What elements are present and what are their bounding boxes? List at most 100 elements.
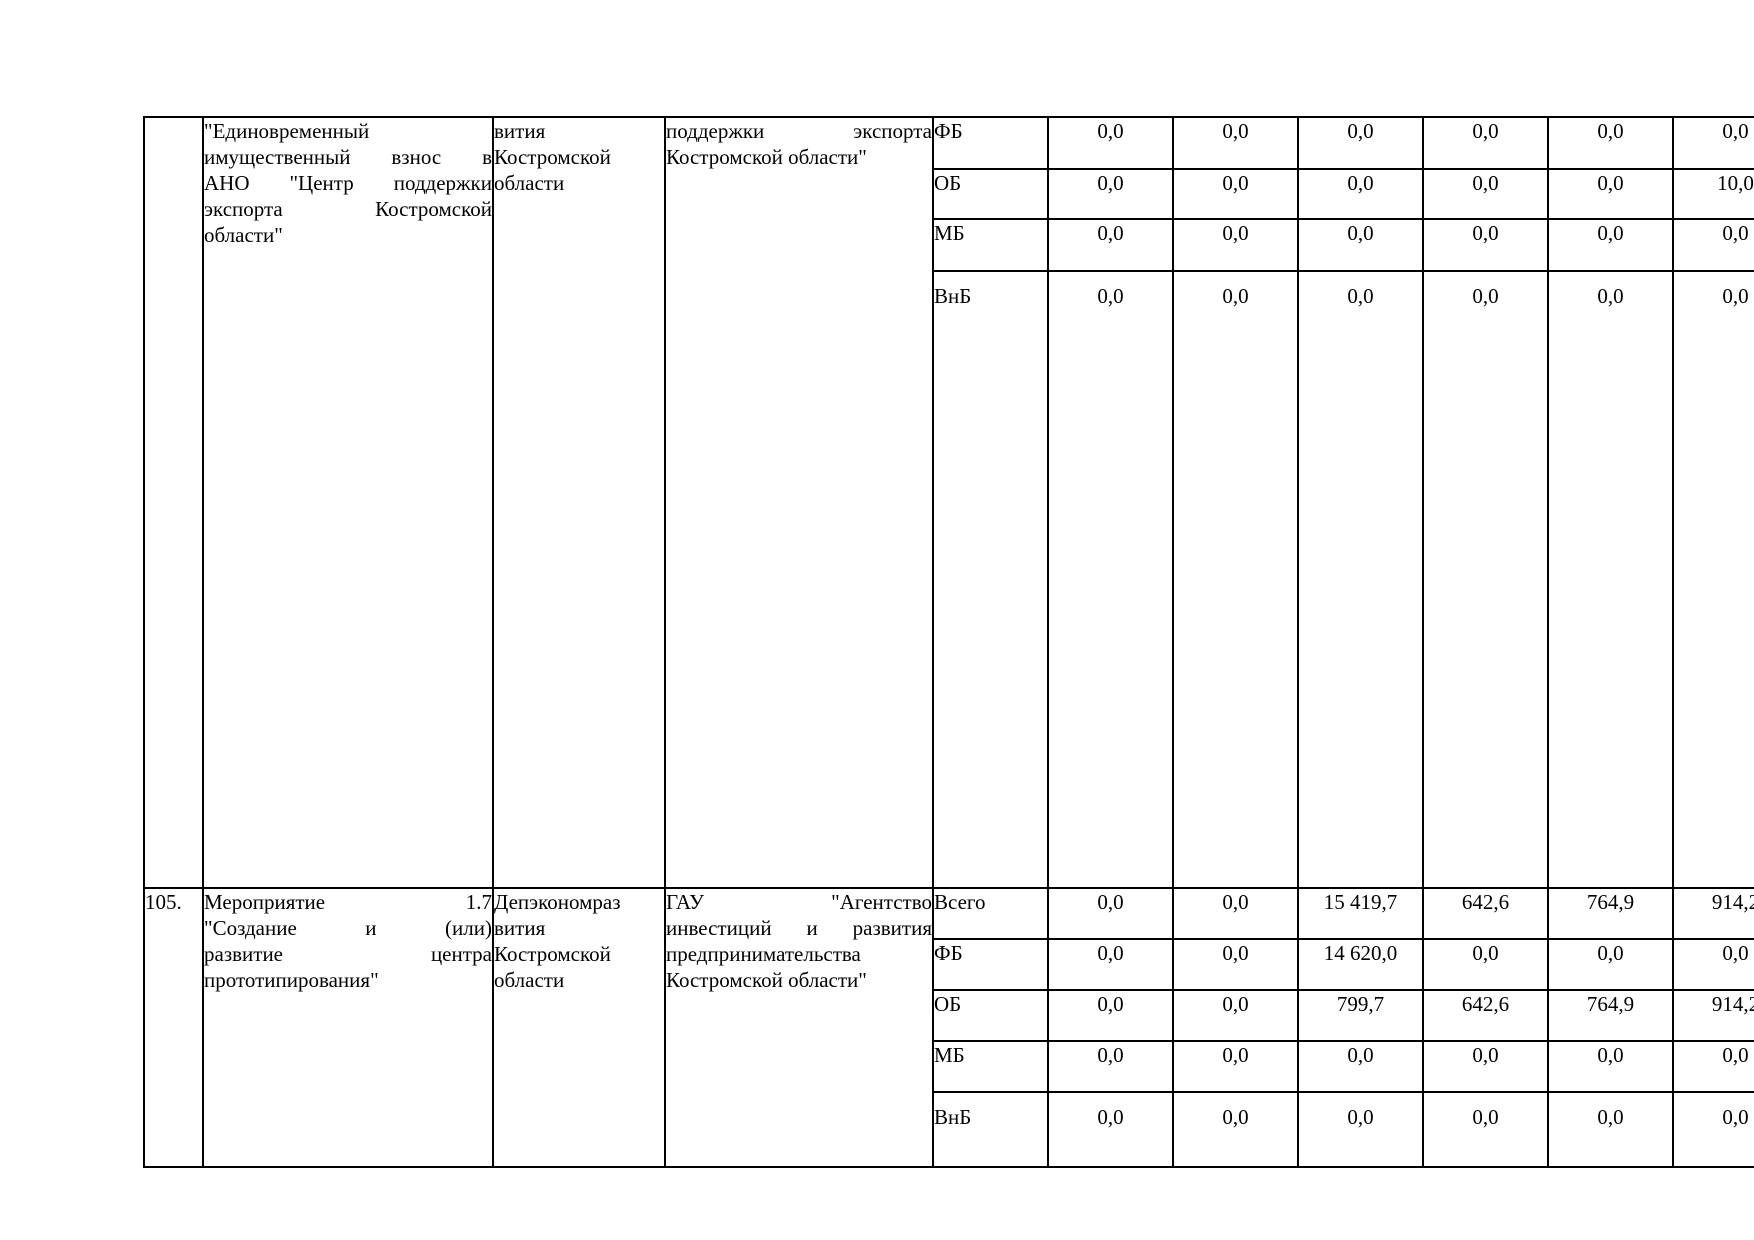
value-cell: 0,0 [1047, 1040, 1174, 1093]
text-line: Депэкономраз [494, 890, 621, 914]
text-line: Костромской области" [666, 145, 867, 169]
value-cell: 0,0 [1297, 168, 1424, 220]
value-cell: 0,0 [1297, 218, 1424, 272]
text-line: Мероприятие 1.7 [204, 890, 492, 914]
value-cell: 0,0 [1422, 270, 1549, 889]
value-cell: 0,0 [1672, 116, 1754, 170]
value-cell: 0,0 [1422, 168, 1549, 220]
executor-cell: поддержки экспорта Костромской области" [664, 116, 934, 889]
value-cell: 0,0 [1047, 270, 1174, 889]
value-cell: 0,0 [1172, 270, 1299, 889]
value-cell: 642,6 [1422, 887, 1549, 940]
funding-source-label: ВнБ [932, 1091, 1049, 1168]
value-cell: 0,0 [1422, 1040, 1549, 1093]
value-cell: 0,0 [1547, 168, 1674, 220]
value-cell: 0,0 [1547, 1040, 1674, 1093]
value-cell: 0,0 [1422, 116, 1549, 170]
value-cell: 0,0 [1172, 218, 1299, 272]
table-row: МБ 0,0 0,0 0,0 0,0 0,0 0,0 [144, 1040, 1754, 1093]
row-number-cell [143, 116, 204, 889]
table-row: ФБ 0,0 0,0 14 620,0 0,0 0,0 0,0 [144, 938, 1754, 991]
value-cell: 15 419,7 [1297, 887, 1424, 940]
value-cell: 914,2 [1672, 989, 1754, 1042]
value-cell: 0,0 [1672, 218, 1754, 272]
value-cell: 0,0 [1422, 1091, 1549, 1168]
value-cell: 0,0 [1672, 1091, 1754, 1168]
funding-source-label: ФБ [932, 938, 1049, 991]
value-cell: 0,0 [1547, 218, 1674, 272]
value-cell: 914,2 [1672, 887, 1754, 940]
value-cell: 0,0 [1297, 116, 1424, 170]
text-line: АНО "Центр поддержки [204, 171, 492, 195]
value-cell: 0,0 [1672, 938, 1754, 991]
value-cell: 0,0 [1297, 1040, 1424, 1093]
table-row: ВнБ 0,0 0,0 0,0 0,0 0,0 0,0 [144, 270, 1754, 889]
value-cell: 0,0 [1172, 1040, 1299, 1093]
value-cell: 0,0 [1047, 218, 1174, 272]
value-cell: 0,0 [1297, 270, 1424, 889]
text-line: "Создание и (или) [204, 916, 492, 940]
funding-source-label: МБ [932, 1040, 1049, 1093]
measure-name-cell: Мероприятие 1.7 "Создание и (или) развит… [202, 887, 494, 1168]
table-row: ОБ 0,0 0,0 0,0 0,0 0,0 10,0 [144, 168, 1754, 220]
value-cell: 0,0 [1547, 938, 1674, 991]
executor-cell: ГАУ "Агентство инвестиций и развития пре… [664, 887, 934, 1168]
department-cell: Депэкономраз вития Костромской области [492, 887, 666, 1168]
table-row: МБ 0,0 0,0 0,0 0,0 0,0 0,0 [144, 218, 1754, 272]
text-line: Костромской [494, 942, 611, 966]
value-cell: 0,0 [1172, 1091, 1299, 1168]
value-cell: 10,0 [1672, 168, 1754, 220]
value-cell: 0,0 [1047, 938, 1174, 991]
row-number-cell: 105. [143, 887, 204, 1168]
funding-source-label: ОБ [932, 168, 1049, 220]
value-cell: 0,0 [1547, 1091, 1674, 1168]
text-line: Костромской [494, 145, 611, 169]
text-line: вития [494, 916, 546, 940]
funding-source-label: ФБ [932, 116, 1049, 170]
value-cell: 0,0 [1672, 1040, 1754, 1093]
value-cell: 0,0 [1047, 116, 1174, 170]
text-line: развитие центра [204, 942, 492, 966]
text-line: предпринимательства [666, 942, 861, 966]
value-cell: 0,0 [1422, 938, 1549, 991]
value-cell: 0,0 [1047, 989, 1174, 1042]
value-cell: 0,0 [1672, 270, 1754, 889]
value-cell: 0,0 [1422, 218, 1549, 272]
value-cell: 799,7 [1297, 989, 1424, 1042]
text-line: имущественный взнос в [204, 145, 492, 169]
value-cell: 0,0 [1047, 1091, 1174, 1168]
funding-source-label: Всего [932, 887, 1049, 940]
text-line: области [494, 968, 565, 992]
text-line: вития [494, 119, 546, 143]
text-line: области [494, 171, 565, 195]
text-line: поддержки экспорта [666, 119, 932, 143]
funding-source-label: МБ [932, 218, 1049, 272]
table-row: 105. Мероприятие 1.7 "Создание и (или) р… [143, 887, 1754, 1168]
value-cell: 0,0 [1172, 168, 1299, 220]
value-cell: 0,0 [1047, 168, 1174, 220]
value-cell: 764,9 [1547, 887, 1674, 940]
text-line: экспорта Костромской [204, 197, 492, 221]
text-line: области" [204, 223, 283, 247]
value-cell: 0,0 [1547, 270, 1674, 889]
value-cell: 0,0 [1172, 887, 1299, 940]
value-cell: 0,0 [1172, 938, 1299, 991]
value-cell: 764,9 [1547, 989, 1674, 1042]
table-row: "Единовременный имущественный взнос в АН… [143, 116, 1754, 889]
table-row: ВнБ 0,0 0,0 0,0 0,0 0,0 0,0 [144, 1091, 1754, 1168]
value-cell: 0,0 [1172, 116, 1299, 170]
value-cell: 0,0 [1547, 116, 1674, 170]
budget-table: "Единовременный имущественный взнос в АН… [143, 116, 1754, 1168]
table-row: ОБ 0,0 0,0 799,7 642,6 764,9 914,2 [144, 989, 1754, 1042]
value-cell: 0,0 [1172, 989, 1299, 1042]
text-line: прототипирования" [204, 968, 379, 992]
text-line: ГАУ "Агентство [666, 890, 932, 914]
funding-source-label: ОБ [932, 989, 1049, 1042]
text-line: инвестиций и развития [666, 916, 932, 940]
department-cell: вития Костромской области [492, 116, 666, 889]
text-line: Костромской области" [666, 968, 867, 992]
value-cell: 0,0 [1297, 1091, 1424, 1168]
value-cell: 0,0 [1047, 887, 1174, 940]
value-cell: 642,6 [1422, 989, 1549, 1042]
